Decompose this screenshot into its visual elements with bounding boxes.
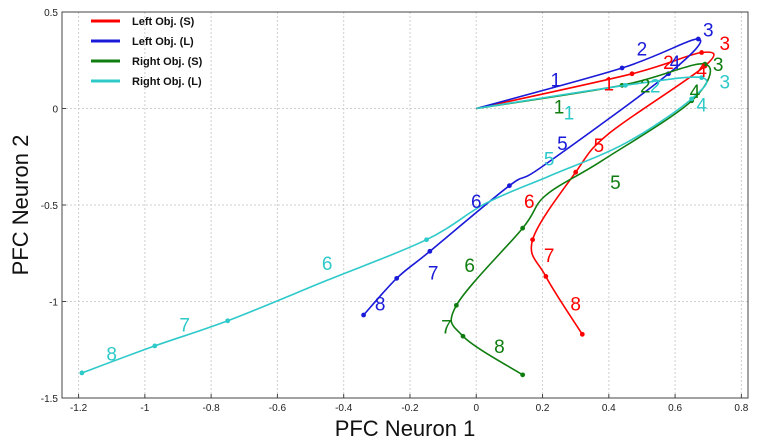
data-point-right-obj-s: [460, 333, 466, 339]
grid: [62, 11, 748, 399]
step-label-right-obj-l: 6: [322, 254, 333, 275]
data-point-left-obj-l: [394, 275, 400, 281]
step-label-left-obj-l: 7: [428, 264, 439, 285]
y-tick-label: 0.5: [44, 8, 58, 19]
legend-label-right-obj-l: Right Obj. (L): [132, 76, 202, 88]
data-point-left-obj-s: [629, 71, 635, 77]
data-point-right-obj-s: [702, 61, 708, 67]
data-point-right-obj-l: [225, 318, 231, 324]
x-tick-label: -0.4: [335, 403, 353, 414]
x-tick-label: -1: [140, 403, 149, 414]
step-label-right-obj-s: 1: [554, 98, 565, 119]
x-tick-label: 0.4: [602, 403, 616, 414]
legend-label-left-obj-l: Left Obj. (L): [132, 36, 194, 48]
x-tick-label: -0.2: [401, 403, 419, 414]
data-point-left-obj-s: [543, 274, 549, 279]
x-tick-label: 0.2: [536, 403, 550, 414]
step-label-left-obj-s: 7: [544, 246, 555, 267]
step-label-right-obj-s: 7: [441, 318, 452, 339]
axis-ticks: -1.2 -1 -0.8 -0.6 -0.4 -0.2 0 0.2 0.4 0.6 0.8 -1.5 -…: [41, 8, 749, 414]
x-tick-label: 0.6: [668, 403, 682, 414]
data-point-right-obj-l: [152, 343, 158, 349]
step-label-right-obj-l: 2: [650, 76, 661, 97]
data-point-left-obj-s: [573, 169, 579, 175]
data-point-left-obj-l: [619, 65, 625, 71]
data-point-right-obj-l: [79, 370, 85, 376]
y-tick-label: -1.5: [41, 394, 59, 405]
step-label-right-obj-l: 1: [564, 103, 575, 124]
data-point-right-obj-l: [424, 237, 429, 243]
y-tick-label: 0: [52, 105, 58, 116]
y-tick-label: -1: [49, 298, 58, 309]
step-label-left-obj-s: 1: [604, 74, 615, 95]
x-tick-label: -1.2: [70, 403, 88, 414]
data-point-left-obj-s: [530, 237, 535, 243]
step-label-left-obj-s: 8: [570, 294, 581, 315]
step-label-left-obj-l: 6: [471, 192, 482, 213]
x-tick-label: -0.6: [269, 403, 287, 414]
step-label-right-obj-l: 4: [696, 96, 707, 117]
step-label-left-obj-s: 2: [663, 53, 674, 74]
data-point-left-obj-s: [699, 50, 705, 55]
data-point-right-obj-l: [689, 96, 695, 102]
data-point-right-obj-l: [622, 82, 628, 88]
series-lines: [79, 36, 715, 378]
step-label-right-obj-s: 4: [690, 82, 701, 103]
data-point-right-obj-l: [699, 75, 705, 81]
data-point-left-obj-l: [361, 312, 366, 318]
step-label-right-obj-s: 8: [494, 337, 505, 358]
step-label-right-obj-s: 6: [464, 256, 475, 277]
x-tick-label: -0.8: [203, 403, 221, 414]
step-label-left-obj-l: 4: [670, 53, 681, 74]
y-tick-label: -0.5: [41, 201, 59, 212]
data-point-left-obj-l: [427, 248, 433, 254]
data-point-left-obj-l: [506, 183, 512, 189]
step-label-left-obj-s: 6: [524, 192, 535, 213]
x-tick-label: 0: [473, 403, 479, 414]
step-label-right-obj-s: 3: [713, 55, 724, 76]
step-label-right-obj-l: 8: [106, 345, 117, 366]
step-label-left-obj-s: 3: [720, 34, 731, 55]
step-label-left-obj-l: 1: [550, 71, 561, 92]
x-tick-label: 0.8: [734, 403, 748, 414]
step-label-left-obj-l: 5: [557, 134, 568, 155]
step-label-right-obj-l: 5: [544, 150, 555, 171]
step-label-left-obj-s: 4: [696, 61, 707, 82]
step-label-right-obj-l: 3: [720, 72, 731, 93]
step-label-right-obj-s: 2: [640, 76, 651, 97]
step-label-left-obj-s: 5: [594, 136, 605, 157]
step-label-left-obj-l: 3: [703, 20, 714, 41]
step-label-right-obj-l: 7: [179, 316, 190, 337]
series-line-right-obj-s: [450, 63, 712, 376]
data-point-right-obj-s: [520, 225, 526, 231]
step-label-left-obj-l: 2: [637, 40, 648, 61]
data-point-right-obj-s: [453, 302, 459, 308]
data-point-left-obj-s: [579, 331, 585, 337]
data-point-left-obj-l: [695, 36, 701, 42]
step-label-left-obj-l: 8: [375, 294, 386, 315]
x-axis-label: PFC Neuron 1: [335, 416, 476, 441]
data-point-right-obj-s: [520, 372, 526, 378]
y-axis-label: PFC Neuron 2: [8, 135, 33, 276]
legend-label-right-obj-s: Right Obj. (S): [132, 56, 203, 68]
legend: Left Obj. (S) Left Obj. (L) Right Obj. (S)…: [91, 16, 203, 88]
legend-label-left-obj-s: Left Obj. (S): [132, 16, 195, 28]
step-label-right-obj-s: 5: [610, 173, 621, 194]
